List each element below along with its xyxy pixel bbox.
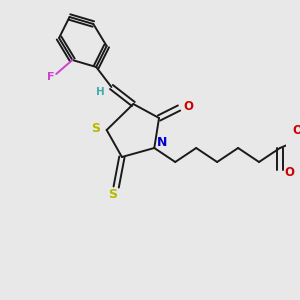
Text: S: S bbox=[108, 188, 117, 202]
Text: S: S bbox=[91, 122, 100, 134]
Text: O: O bbox=[292, 124, 300, 136]
Text: N: N bbox=[157, 136, 167, 148]
Text: O: O bbox=[184, 100, 194, 112]
Text: F: F bbox=[47, 72, 54, 82]
Text: H: H bbox=[96, 87, 104, 97]
Text: O: O bbox=[284, 166, 295, 178]
